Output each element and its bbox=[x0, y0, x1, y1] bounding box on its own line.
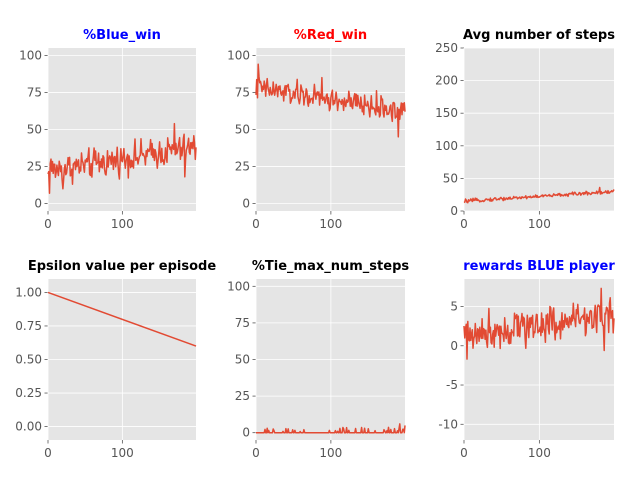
series-line bbox=[463, 287, 615, 360]
y-tick-label: 100 bbox=[227, 279, 250, 293]
y-tick-label: 50 bbox=[235, 353, 250, 367]
subplot-title: rewards BLUE player bbox=[463, 259, 615, 274]
y-tick-label: -5 bbox=[446, 378, 458, 392]
y-tick-label: 25 bbox=[235, 160, 250, 174]
y-tick-label: 25 bbox=[27, 160, 42, 174]
y-tick-label: 0 bbox=[450, 339, 458, 353]
y-tick-label: 100 bbox=[435, 139, 458, 153]
x-tick-label: 0 bbox=[252, 217, 260, 231]
y-tick-label: 0.50 bbox=[15, 353, 42, 367]
x-tick-label: 100 bbox=[528, 446, 551, 460]
y-tick-label: 0.25 bbox=[15, 386, 42, 400]
y-tick-label: 0 bbox=[34, 197, 42, 211]
y-tick-label: 0 bbox=[242, 197, 250, 211]
y-tick-label: 75 bbox=[27, 85, 42, 99]
series-line bbox=[255, 423, 406, 434]
x-tick-label: 0 bbox=[252, 446, 260, 460]
x-tick-label: 100 bbox=[528, 217, 551, 231]
x-tick-label: 100 bbox=[319, 446, 342, 460]
series-line bbox=[463, 186, 615, 204]
x-tick-label: 100 bbox=[111, 446, 134, 460]
subplot-title: %Blue_win bbox=[83, 28, 161, 43]
series-line bbox=[255, 63, 406, 138]
subplot-title: Epsilon value per episode bbox=[28, 259, 216, 274]
y-tick-label: 5 bbox=[450, 299, 458, 313]
y-tick-label: 0 bbox=[242, 426, 250, 440]
y-tick-label: 100 bbox=[227, 48, 250, 62]
subplot-title: Avg number of steps bbox=[463, 28, 615, 43]
y-tick-label: 75 bbox=[235, 316, 250, 330]
y-tick-label: 150 bbox=[435, 106, 458, 120]
x-tick-label: 0 bbox=[460, 446, 468, 460]
y-tick-label: 200 bbox=[435, 74, 458, 88]
x-tick-label: 100 bbox=[319, 217, 342, 231]
x-tick-label: 0 bbox=[460, 217, 468, 231]
subplot-3: 0 50 100 150 200 250 0 100 Avg number of steps bbox=[435, 28, 615, 231]
x-tick-label: 0 bbox=[44, 217, 52, 231]
y-tick-label: 50 bbox=[27, 123, 42, 137]
y-tick-label: 1.00 bbox=[15, 285, 42, 299]
x-tick-label: 0 bbox=[44, 446, 52, 460]
y-tick-label: 75 bbox=[235, 85, 250, 99]
y-tick-label: -10 bbox=[438, 417, 458, 431]
subplot-title: %Tie_max_num_steps bbox=[252, 259, 410, 274]
y-tick-label: 50 bbox=[443, 171, 458, 185]
y-tick-label: 250 bbox=[435, 41, 458, 55]
y-tick-label: 100 bbox=[19, 48, 42, 62]
subplot-title: %Red_win bbox=[294, 28, 367, 43]
y-tick-label: 25 bbox=[235, 389, 250, 403]
y-tick-label: 50 bbox=[235, 123, 250, 137]
series-line bbox=[47, 122, 197, 194]
subplot-1: 0 25 50 75 100 0 100 %Blue_win bbox=[19, 28, 197, 231]
subplot-2: 0 25 50 75 100 0 100 %Red_win bbox=[227, 28, 406, 231]
y-tick-label: 0 bbox=[450, 204, 458, 218]
y-tick-label: 0.75 bbox=[15, 319, 42, 333]
subplot-4: 0.00 0.25 0.50 0.75 1.00 0 100 Epsilon value pe… bbox=[15, 259, 216, 460]
y-tick-label: 0.00 bbox=[15, 420, 42, 434]
x-tick-label: 100 bbox=[111, 217, 134, 231]
series-line bbox=[47, 291, 197, 347]
